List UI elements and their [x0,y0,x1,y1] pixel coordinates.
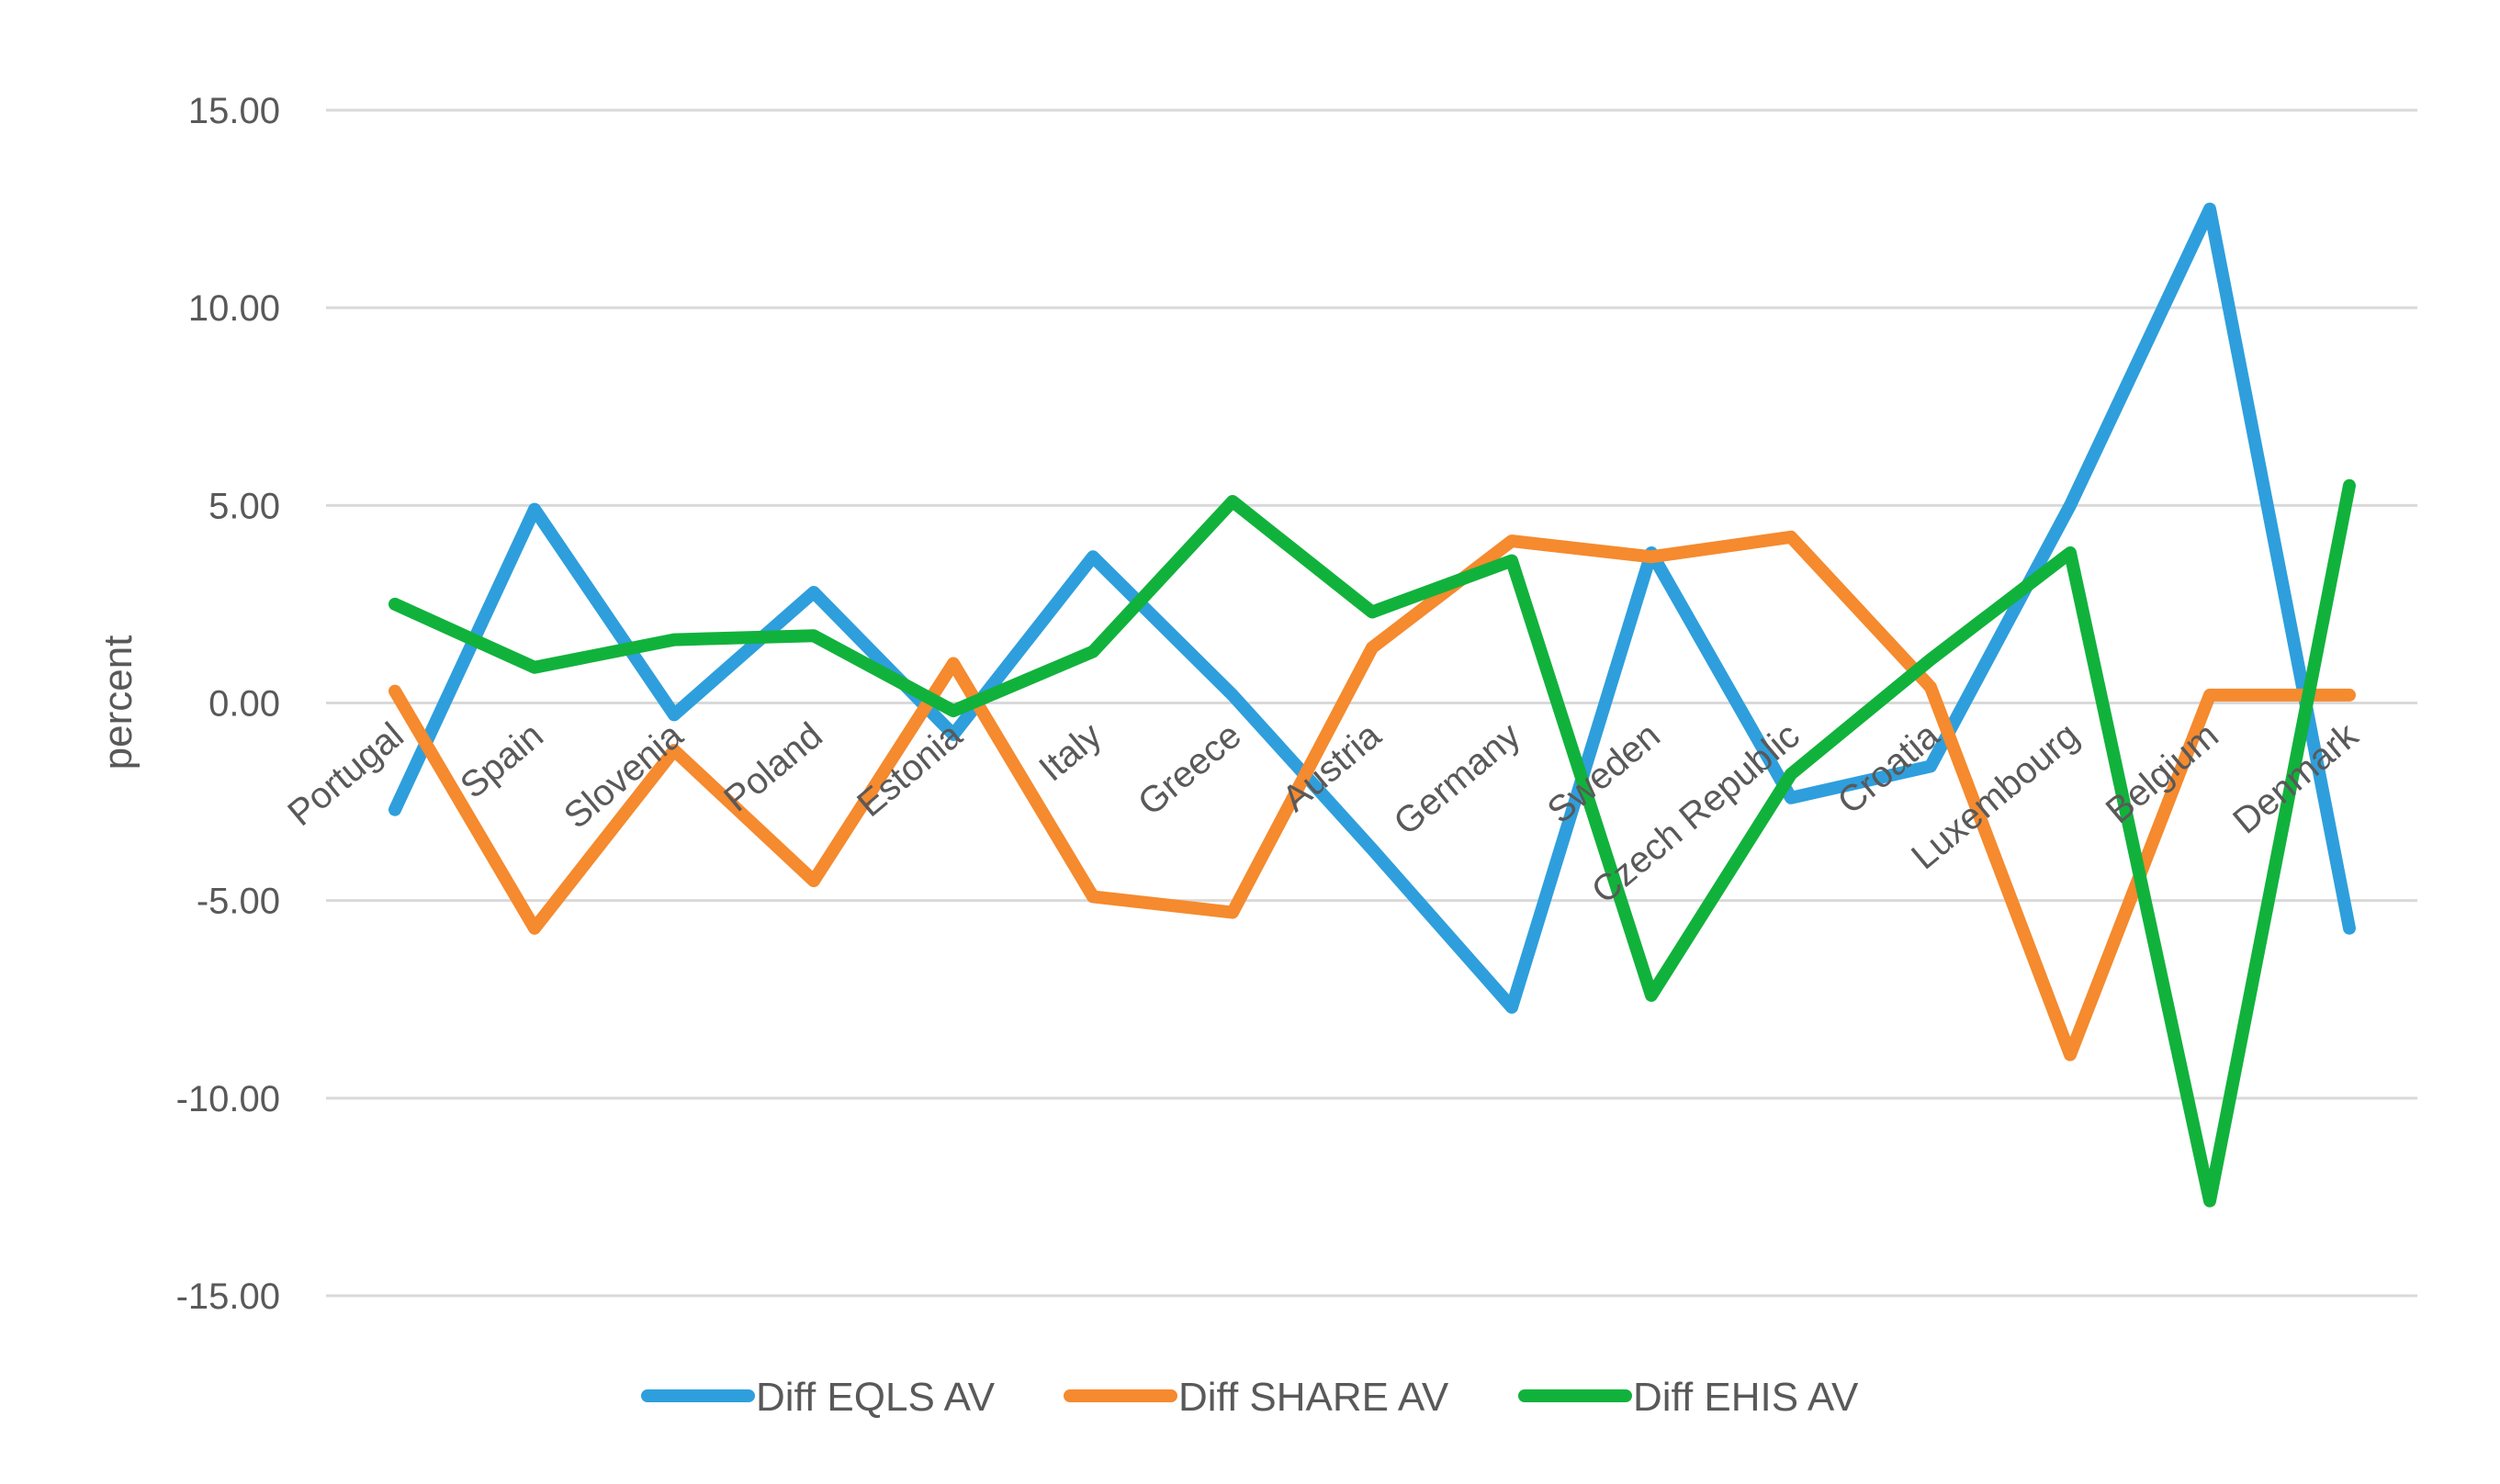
x-tick-label: Portugal [280,715,411,834]
legend-label: Diff SHARE AV [1178,1375,1449,1420]
legend-label: Diff EQLS AV [756,1375,996,1420]
legend-label: Diff EHIS AV [1633,1375,1859,1420]
y-axis-title: percent [96,635,141,770]
x-tick-label: Germany [1386,715,1527,843]
x-tick-label: Spain [453,715,551,806]
y-tick-label: 10.00 [188,288,280,329]
x-tick-label: Sweden [1540,715,1668,832]
y-tick-label: 5.00 [208,486,280,526]
y-tick-label: 0.00 [208,684,280,725]
x-tick-label: Italy [1031,715,1109,790]
x-tick-label: Poland [716,715,830,820]
y-tick-label: -15.00 [176,1276,280,1317]
y-tick-label: 15.00 [188,91,280,131]
gridlines [326,108,2417,1298]
y-axis-ticks: 15.00 10.00 5.00 0.00 -5.00 -10.00 -15.00 [176,91,280,1317]
series-line-2 [389,530,2356,1062]
y-tick-label: -10.00 [176,1079,280,1119]
legend: Diff EQLS AV Diff SHARE AV Diff EHIS AV [641,1375,1859,1420]
series-lines [389,202,2356,1208]
series-line-3 [389,478,2356,1208]
x-tick-label: Greece [1131,715,1249,824]
y-tick-label: -5.00 [197,882,280,922]
